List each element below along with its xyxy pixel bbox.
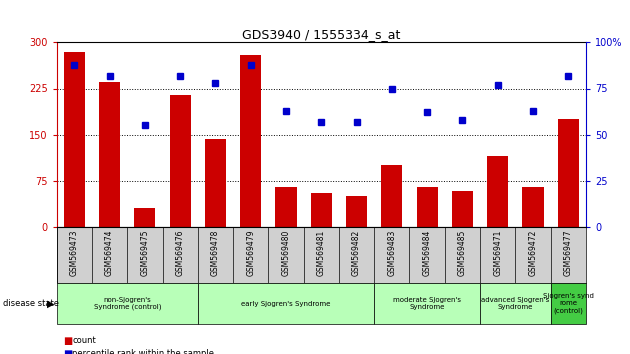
Text: GSM569480: GSM569480	[282, 229, 290, 276]
Text: GSM569472: GSM569472	[529, 229, 537, 276]
Text: GSM569471: GSM569471	[493, 229, 502, 276]
Text: GSM569473: GSM569473	[70, 229, 79, 276]
Bar	[416, 187, 438, 227]
Text: GSM569482: GSM569482	[352, 229, 361, 276]
Text: disease state: disease state	[3, 299, 59, 308]
Text: early Sjogren's Syndrome: early Sjogren's Syndrome	[241, 301, 331, 307]
Text: GSM569477: GSM569477	[564, 229, 573, 276]
Bar	[99, 82, 120, 227]
Text: moderate Sjogren's
Syndrome: moderate Sjogren's Syndrome	[393, 297, 461, 310]
Bar	[198, 283, 374, 324]
Bar	[275, 187, 297, 227]
Bar	[381, 165, 403, 227]
Text: percentile rank within the sample: percentile rank within the sample	[72, 349, 214, 354]
Bar	[57, 283, 198, 324]
Bar	[487, 156, 508, 227]
Text: GSM569481: GSM569481	[317, 229, 326, 276]
Text: ▶: ▶	[47, 298, 55, 309]
Bar	[64, 52, 85, 227]
Bar	[480, 283, 551, 324]
Text: GSM569478: GSM569478	[211, 229, 220, 276]
Text: ■: ■	[63, 349, 72, 354]
Bar	[346, 196, 367, 227]
Text: Sjogren's synd
rome
(control): Sjogren's synd rome (control)	[543, 293, 593, 314]
Bar	[452, 191, 473, 227]
Text: count: count	[72, 336, 96, 345]
Text: GSM569483: GSM569483	[387, 229, 396, 276]
Text: advanced Sjogren's
Syndrome: advanced Sjogren's Syndrome	[481, 297, 549, 310]
Bar	[169, 95, 191, 227]
Title: GDS3940 / 1555334_s_at: GDS3940 / 1555334_s_at	[242, 28, 401, 41]
Bar	[558, 119, 579, 227]
Text: GSM569484: GSM569484	[423, 229, 432, 276]
Text: GSM569475: GSM569475	[140, 229, 149, 276]
Bar	[522, 187, 544, 227]
Text: GSM569485: GSM569485	[458, 229, 467, 276]
Text: GSM569474: GSM569474	[105, 229, 114, 276]
Text: GSM569479: GSM569479	[246, 229, 255, 276]
Bar	[551, 283, 586, 324]
Text: non-Sjogren's
Syndrome (control): non-Sjogren's Syndrome (control)	[93, 297, 161, 310]
Bar	[205, 139, 226, 227]
Bar	[311, 193, 332, 227]
Bar	[240, 55, 261, 227]
Text: ■: ■	[63, 336, 72, 346]
Bar	[374, 283, 480, 324]
Text: GSM569476: GSM569476	[176, 229, 185, 276]
Bar	[134, 208, 156, 227]
